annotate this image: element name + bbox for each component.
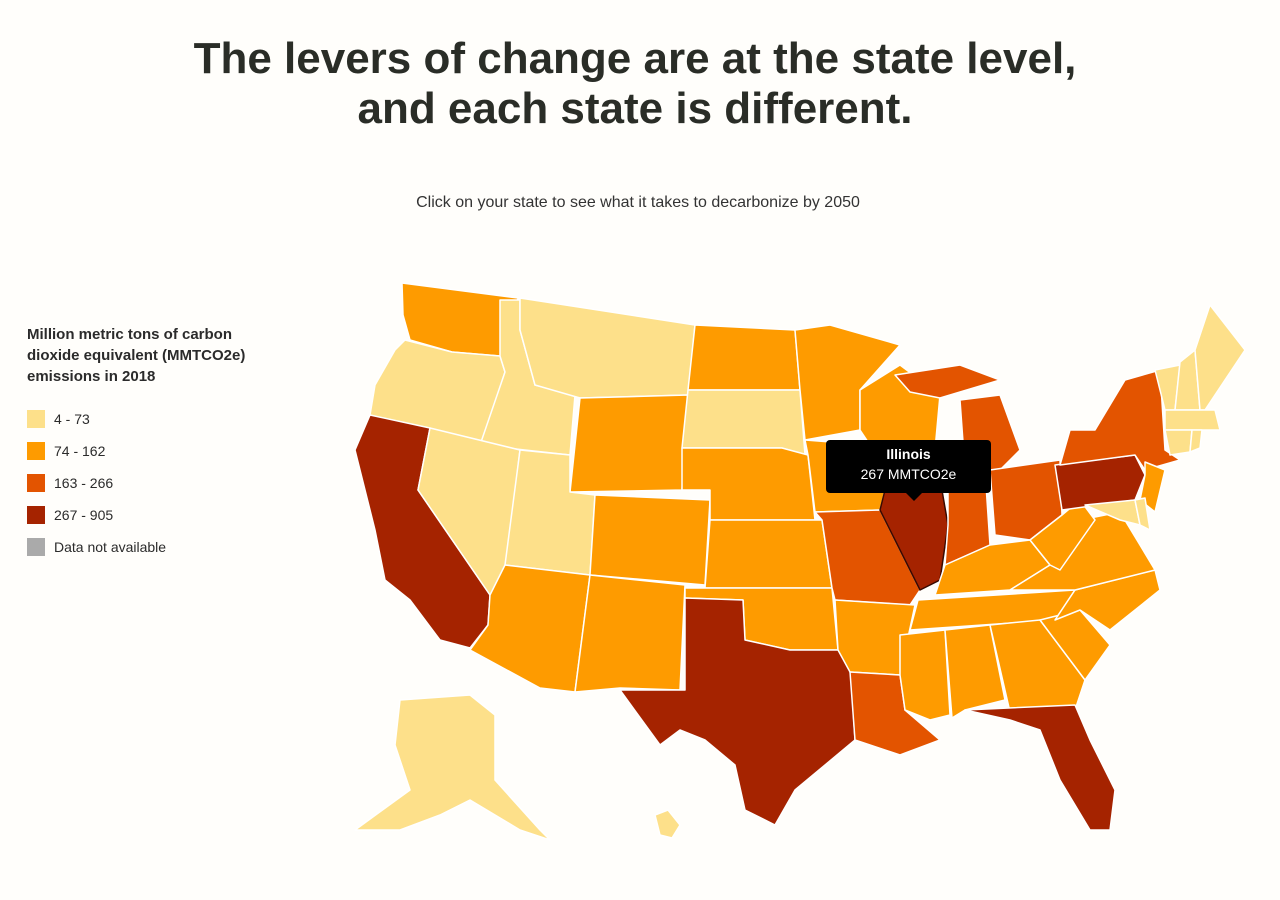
legend-title: Million metric tons of carbon dioxide eq… [27, 326, 246, 385]
tooltip-value: 267 MMTCO2e [860, 466, 957, 482]
legend-label: 163 - 266 [54, 475, 114, 491]
tooltip-state: Illinois [886, 446, 931, 462]
state-tx[interactable] [619, 597, 856, 826]
legend-label: 267 - 905 [54, 507, 114, 523]
legend-label: Data not available [54, 539, 167, 555]
state-hi[interactable] [654, 809, 681, 839]
page-title: The levers of change are at the state le… [193, 34, 1077, 133]
subtitle: Click on your state to see what it takes… [416, 194, 860, 211]
state-sd[interactable] [681, 389, 806, 456]
legend: Million metric tons of carbon dioxide eq… [27, 324, 287, 563]
state-nm[interactable] [574, 574, 686, 693]
legend-swatch [27, 442, 45, 460]
legend-label: 74 - 162 [54, 443, 106, 459]
legend-item: Data not available [27, 531, 287, 563]
legend-label: 4 - 73 [54, 411, 90, 427]
legend-swatch [27, 506, 45, 524]
state-wv[interactable] [1029, 499, 1096, 571]
legend-swatch [27, 410, 45, 428]
state-fl[interactable] [964, 704, 1116, 831]
state-nd[interactable] [687, 324, 801, 391]
state-ma[interactable] [1164, 409, 1221, 431]
state-ks[interactable] [704, 519, 833, 589]
state-ct[interactable] [1164, 429, 1193, 456]
tooltip: Illinois 267 MMTCO2e [826, 440, 991, 501]
state-me[interactable] [1194, 304, 1246, 411]
legend-item: 4 - 73 [27, 403, 287, 435]
state-mi[interactable] [894, 364, 1001, 399]
state-ms[interactable] [899, 629, 951, 721]
state-ga[interactable] [989, 619, 1086, 713]
state-co[interactable] [589, 494, 711, 586]
legend-item: 163 - 266 [27, 467, 287, 499]
state-al[interactable] [944, 624, 1006, 719]
state-de[interactable] [1134, 497, 1151, 531]
state-wy[interactable] [569, 394, 689, 493]
legend-swatch [27, 474, 45, 492]
state-ri[interactable] [1189, 429, 1203, 453]
legend-item: 74 - 162 [27, 435, 287, 467]
legend-swatch [27, 538, 45, 556]
state-nj[interactable] [1139, 461, 1166, 513]
legend-item: 267 - 905 [27, 499, 287, 531]
state-mt[interactable] [519, 297, 696, 399]
state-ak[interactable] [354, 694, 551, 841]
